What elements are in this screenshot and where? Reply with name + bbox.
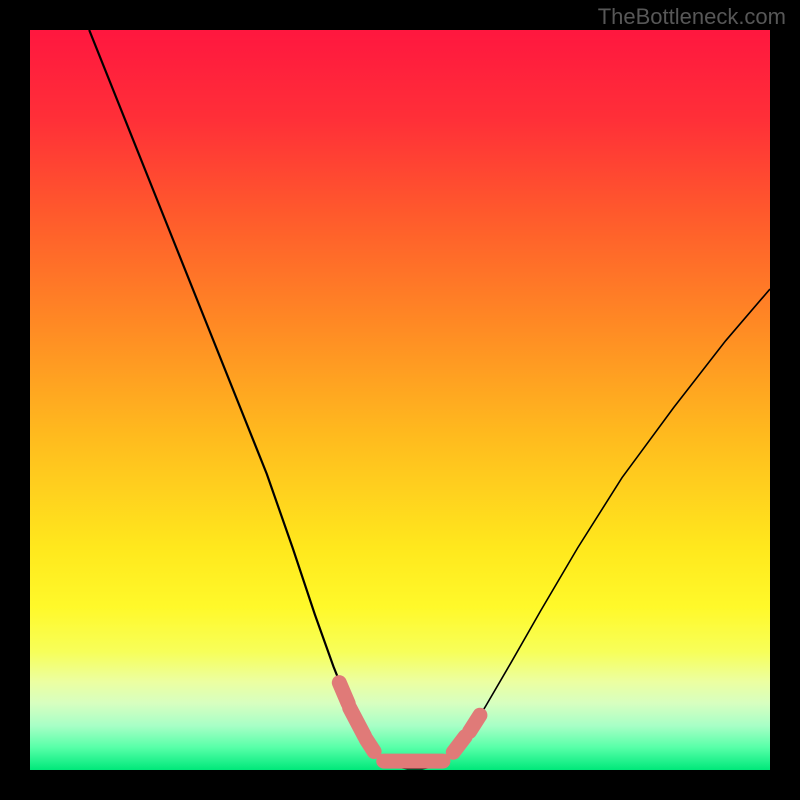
watermark-text: TheBottleneck.com — [598, 4, 786, 30]
overlay-segment — [453, 737, 465, 753]
overlay-segment — [366, 739, 374, 752]
gradient-background — [30, 30, 770, 770]
overlay-segment — [339, 683, 348, 704]
bottleneck-curve-chart — [0, 0, 800, 800]
overlay-segment — [470, 715, 480, 731]
chart-container: TheBottleneck.com — [0, 0, 800, 800]
